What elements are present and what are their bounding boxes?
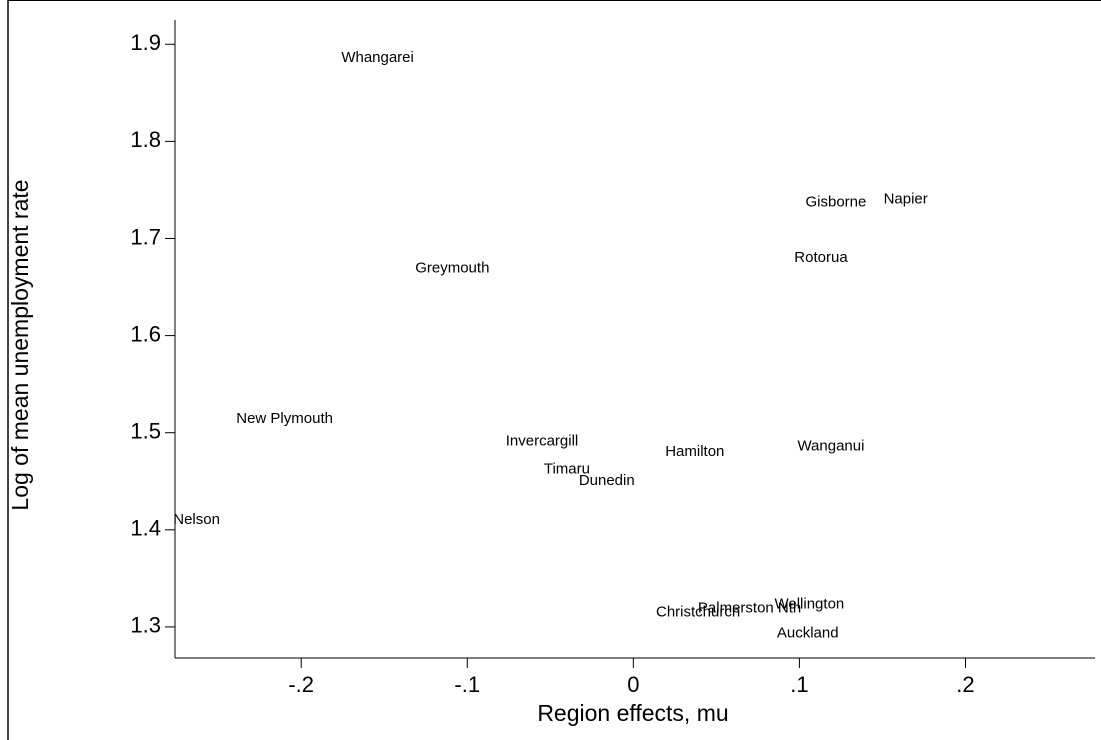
- y-tick-label: 1.7: [130, 224, 161, 249]
- y-tick-label: 1.3: [130, 613, 161, 638]
- point-label: Wellington: [774, 596, 844, 613]
- point-label: Greymouth: [415, 260, 489, 277]
- x-tick-label: .1: [790, 672, 808, 697]
- y-tick-label: 1.4: [130, 516, 161, 541]
- x-tick-label: -.2: [288, 672, 314, 697]
- y-tick-label: 1.6: [130, 321, 161, 346]
- point-label: Timaru: [544, 461, 590, 478]
- y-axis-title: Log of mean unemployment rate: [7, 179, 33, 510]
- point-label: Whangarei: [341, 49, 414, 66]
- y-tick-label: 1.5: [130, 419, 161, 444]
- y-tick-label: 1.9: [130, 30, 161, 55]
- x-tick-label: .2: [956, 672, 974, 697]
- point-label: Invercargill: [506, 432, 579, 449]
- point-label: Wanganui: [797, 437, 864, 454]
- point-label: Napier: [884, 191, 928, 208]
- x-tick-label: 0: [627, 672, 639, 697]
- point-label: New Plymouth: [236, 410, 333, 427]
- point-label: Nelson: [173, 511, 220, 528]
- point-label: Dunedin: [579, 472, 635, 489]
- x-axis-title: Region effects, mu: [537, 700, 728, 726]
- point-label: Christchurch: [656, 603, 740, 620]
- point-label: Hamilton: [665, 443, 724, 460]
- y-tick-label: 1.8: [130, 127, 161, 152]
- point-label: Palmerston Nth: [698, 599, 801, 616]
- point-label: Gisborne: [806, 194, 867, 211]
- point-label: Rotorua: [794, 249, 848, 266]
- x-tick-label: -.1: [454, 672, 480, 697]
- point-label: Auckland: [777, 625, 839, 642]
